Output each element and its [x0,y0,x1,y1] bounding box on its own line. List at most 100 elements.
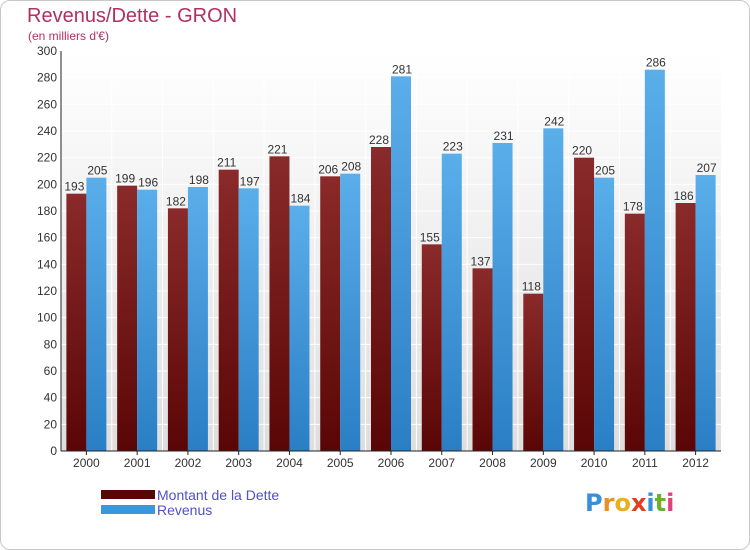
x-tick-label: 2012 [682,456,709,470]
data-label-debt: 199 [115,172,135,186]
x-tick-label: 2000 [73,456,100,470]
data-label-debt: 193 [64,180,84,194]
y-tick-label: 100 [37,311,57,325]
chart-title: Revenus/Dette - GRON [27,5,238,27]
bar-revenue [391,76,411,451]
bar-revenue [492,143,513,451]
data-label-debt: 186 [674,189,694,203]
y-tick-label: 220 [37,151,57,165]
data-label-revenue: 205 [87,164,107,178]
y-tick-label: 60 [44,364,58,378]
data-label-debt: 220 [572,144,592,158]
y-tick-label: 260 [37,97,57,111]
data-label-debt: 137 [471,254,491,268]
data-label-debt: 155 [420,230,440,244]
data-label-revenue: 281 [392,62,412,76]
data-label-debt: 182 [166,194,186,208]
bar-debt [320,176,341,452]
x-tick-label: 2011 [632,456,658,470]
chart-subtitle: (en milliers d'€) [28,29,109,43]
data-label-revenue: 231 [494,129,514,143]
legend-label-revenue: Revenus [157,501,213,518]
x-tick-label: 2009 [530,456,557,470]
bar-debt [421,244,442,451]
y-tick-label: 160 [37,231,57,245]
data-label-revenue: 184 [290,192,310,206]
logo-letter: r [602,489,615,517]
y-tick-label: 40 [44,391,58,405]
bar-revenue [594,177,615,451]
data-label-revenue: 242 [544,114,564,128]
y-tick-label: 300 [37,44,57,58]
legend-item-debt: Montant de la Dette [101,486,280,503]
bar-revenue [137,189,158,451]
y-tick-label: 180 [37,204,57,218]
data-label-revenue: 223 [443,140,463,154]
data-label-revenue: 205 [595,164,615,178]
bar-revenue [441,153,462,451]
data-label-revenue: 286 [646,56,666,70]
bar-debt [117,185,138,451]
legend-item-revenue: Revenus [101,501,279,518]
bar-revenue [187,187,208,451]
x-tick-label: 2003 [225,456,252,470]
legend-swatch-revenue [101,505,155,514]
x-tick-label: 2007 [428,456,455,470]
data-label-revenue: 196 [138,176,158,190]
y-tick-label: 20 [44,417,58,431]
legend: Montant de la Dette Revenus [101,486,280,518]
bar-debt [675,203,696,451]
logo-letter: o [614,489,631,517]
bar-debt [371,147,391,451]
data-label-debt: 178 [623,200,643,214]
bar-debt [523,293,544,451]
bar-revenue [644,69,665,452]
bar-revenue [289,205,310,451]
x-tick-label: 2005 [327,456,354,470]
bar-revenue [543,128,564,451]
y-tick-label: 80 [44,337,58,351]
x-tick-label: 2001 [124,456,151,470]
legend-swatch-debt [101,490,155,499]
data-label-debt: 211 [217,156,236,170]
legend-label-debt: Montant de la Dette [157,486,280,503]
logo-letter: i [666,489,675,517]
bar-debt [218,169,239,451]
x-tick-label: 2008 [479,456,506,470]
y-tick-label: 140 [37,257,57,271]
data-label-debt: 221 [267,142,287,156]
x-tick-label: 2004 [276,456,303,470]
y-tick-label: 0 [50,444,57,458]
data-label-revenue: 208 [341,160,361,174]
data-label-revenue: 197 [240,174,260,188]
bar-debt [574,157,595,451]
data-label-debt: 118 [522,280,541,294]
logo-letter: i [646,489,655,517]
x-tick-label: 2010 [581,456,608,470]
logo-letter: P [585,489,603,517]
logo-letter: x [630,489,647,517]
y-tick-label: 280 [37,71,57,85]
x-tick-label: 2006 [378,456,405,470]
bar-revenue [86,177,107,451]
y-tick-label: 200 [37,177,57,191]
bar-debt [167,208,188,451]
proxiti-logo: Proxiti [585,489,674,517]
bar-debt [269,156,290,452]
data-label-debt: 206 [318,162,338,176]
bar-revenue [238,188,259,452]
logo-letter: t [654,489,667,517]
y-tick-label: 240 [37,124,57,138]
data-label-revenue: 198 [189,173,209,187]
bar-revenue [340,173,361,451]
x-tick-label: 2002 [175,456,202,470]
bar-debt [472,268,493,451]
y-tick-label: 120 [37,284,57,298]
data-label-revenue: 207 [697,161,717,175]
bar-debt [624,213,645,451]
data-label-debt: 228 [369,133,389,147]
bar-revenue [695,175,716,451]
bar-debt [66,193,87,451]
